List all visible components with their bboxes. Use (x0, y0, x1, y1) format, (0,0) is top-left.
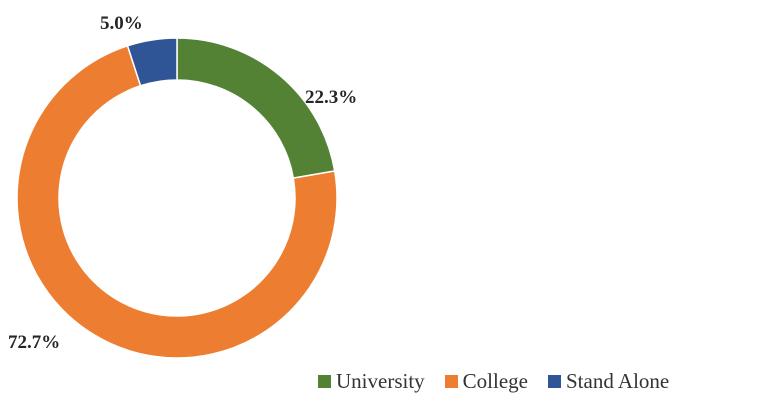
legend-label-college: College (462, 368, 528, 393)
data-labels: 22.3% 72.7% 5.0% (8, 13, 357, 353)
slice-college (16, 44, 338, 359)
legend-item-college: College (444, 368, 528, 394)
data-label-university: 22.3% (305, 87, 357, 108)
legend-label-stand-alone: Stand Alone (565, 368, 670, 393)
data-label-stand-alone: 5.0% (100, 13, 143, 34)
legend-item-stand-alone: Stand Alone (547, 368, 670, 394)
slice-stand-alone (126, 37, 178, 87)
donut-slices (16, 37, 338, 359)
legend: University College Stand Alone (318, 368, 669, 394)
legend-swatch-stand-alone (547, 374, 561, 388)
legend-swatch-university (318, 374, 331, 388)
legend-item-university: University (318, 369, 425, 394)
data-label-college: 72.7% (8, 332, 60, 353)
legend-label-university: University (336, 368, 425, 393)
legend-swatch-college (444, 374, 458, 388)
slice-university (176, 37, 336, 179)
